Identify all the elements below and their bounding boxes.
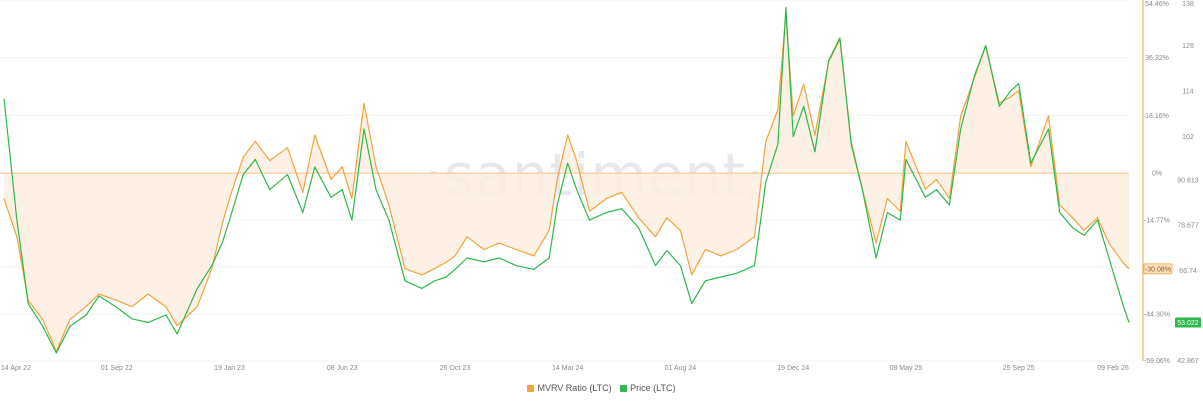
mvrv-axis-ticks: 54.46%36.32%18.16%0%-14.77%-29.53%-44.30… xyxy=(1144,1,1170,365)
mvrv-fill-path xyxy=(4,14,1129,352)
mvrv-tick-label: -59.06% xyxy=(1144,358,1170,365)
mvrv-tick-label: 36.32% xyxy=(1145,55,1169,62)
series-lines xyxy=(3,7,1130,354)
mvrv-tick-label: 18.16% xyxy=(1145,113,1169,120)
date-tick-label: 19 Dec 24 xyxy=(777,365,809,372)
mvrv-tick-label: 54.46% xyxy=(1145,1,1169,8)
legend-label-price: Price (LTC) xyxy=(630,383,676,393)
mvrv-line xyxy=(3,13,1130,352)
legend-item-mvrv[interactable]: MVRV Ratio (LTC) xyxy=(527,383,612,393)
current-value-tags: -30.08% 53.022 xyxy=(1143,263,1201,328)
price-tick-label: 90.613 xyxy=(1177,177,1199,184)
mvrv-tick-label: 0% xyxy=(1152,171,1162,178)
mvrv-area-fill xyxy=(4,14,1129,352)
date-tick-label: 14 Apr 22 xyxy=(1,365,31,372)
date-tick-label: 08 May 25 xyxy=(890,365,923,372)
date-tick-label: 09 Feb 26 xyxy=(1097,365,1129,372)
mvrv-current-value: -30.08% xyxy=(1145,266,1171,273)
legend-item-price[interactable]: Price (LTC) xyxy=(620,383,676,393)
date-tick-label: 25 Sep 25 xyxy=(1003,365,1035,372)
price-current-value: 53.022 xyxy=(1177,320,1199,327)
date-axis-ticks: 14 Apr 22 01 Sep 22 19 Jan 23 08 Jun 23 26 O… xyxy=(1,365,1129,372)
price-tick-label: 102 xyxy=(1182,134,1194,141)
date-tick-label: 26 Oct 23 xyxy=(440,365,470,372)
mvrv-swatch xyxy=(527,384,535,392)
date-tick-label: 01 Aug 24 xyxy=(665,365,697,372)
date-tick-label: 14 Mar 24 xyxy=(552,365,584,372)
price-line xyxy=(3,7,1130,354)
mvrv-tick-label: -14.77% xyxy=(1144,218,1170,225)
price-tick-label: 114 xyxy=(1182,89,1193,96)
mvrv-tick-label: -44.30% xyxy=(1144,312,1170,319)
price-tick-label: 126 xyxy=(1182,43,1194,50)
legend-label-mvrv: MVRV Ratio (LTC) xyxy=(537,383,612,393)
legend: MVRV Ratio (LTC) Price (LTC) xyxy=(0,383,1203,394)
price-current-tag xyxy=(1175,317,1201,328)
date-tick-label: 19 Jan 23 xyxy=(214,365,245,372)
price-tick-label: 138 xyxy=(1182,1,1194,8)
price-tick-label: 66.74 xyxy=(1179,268,1197,275)
price-swatch xyxy=(620,384,628,392)
mvrv-current-tag xyxy=(1143,263,1173,275)
price-tick-label: 42.867 xyxy=(1177,358,1199,365)
price-tick-label: 78.677 xyxy=(1177,223,1199,230)
date-tick-label: 08 Jun 23 xyxy=(327,365,358,372)
date-tick-label: 01 Sep 22 xyxy=(101,365,133,372)
price-axis-ticks: 138 126 114 102 90.613 78.677 66.74 42.867 xyxy=(1177,1,1199,365)
